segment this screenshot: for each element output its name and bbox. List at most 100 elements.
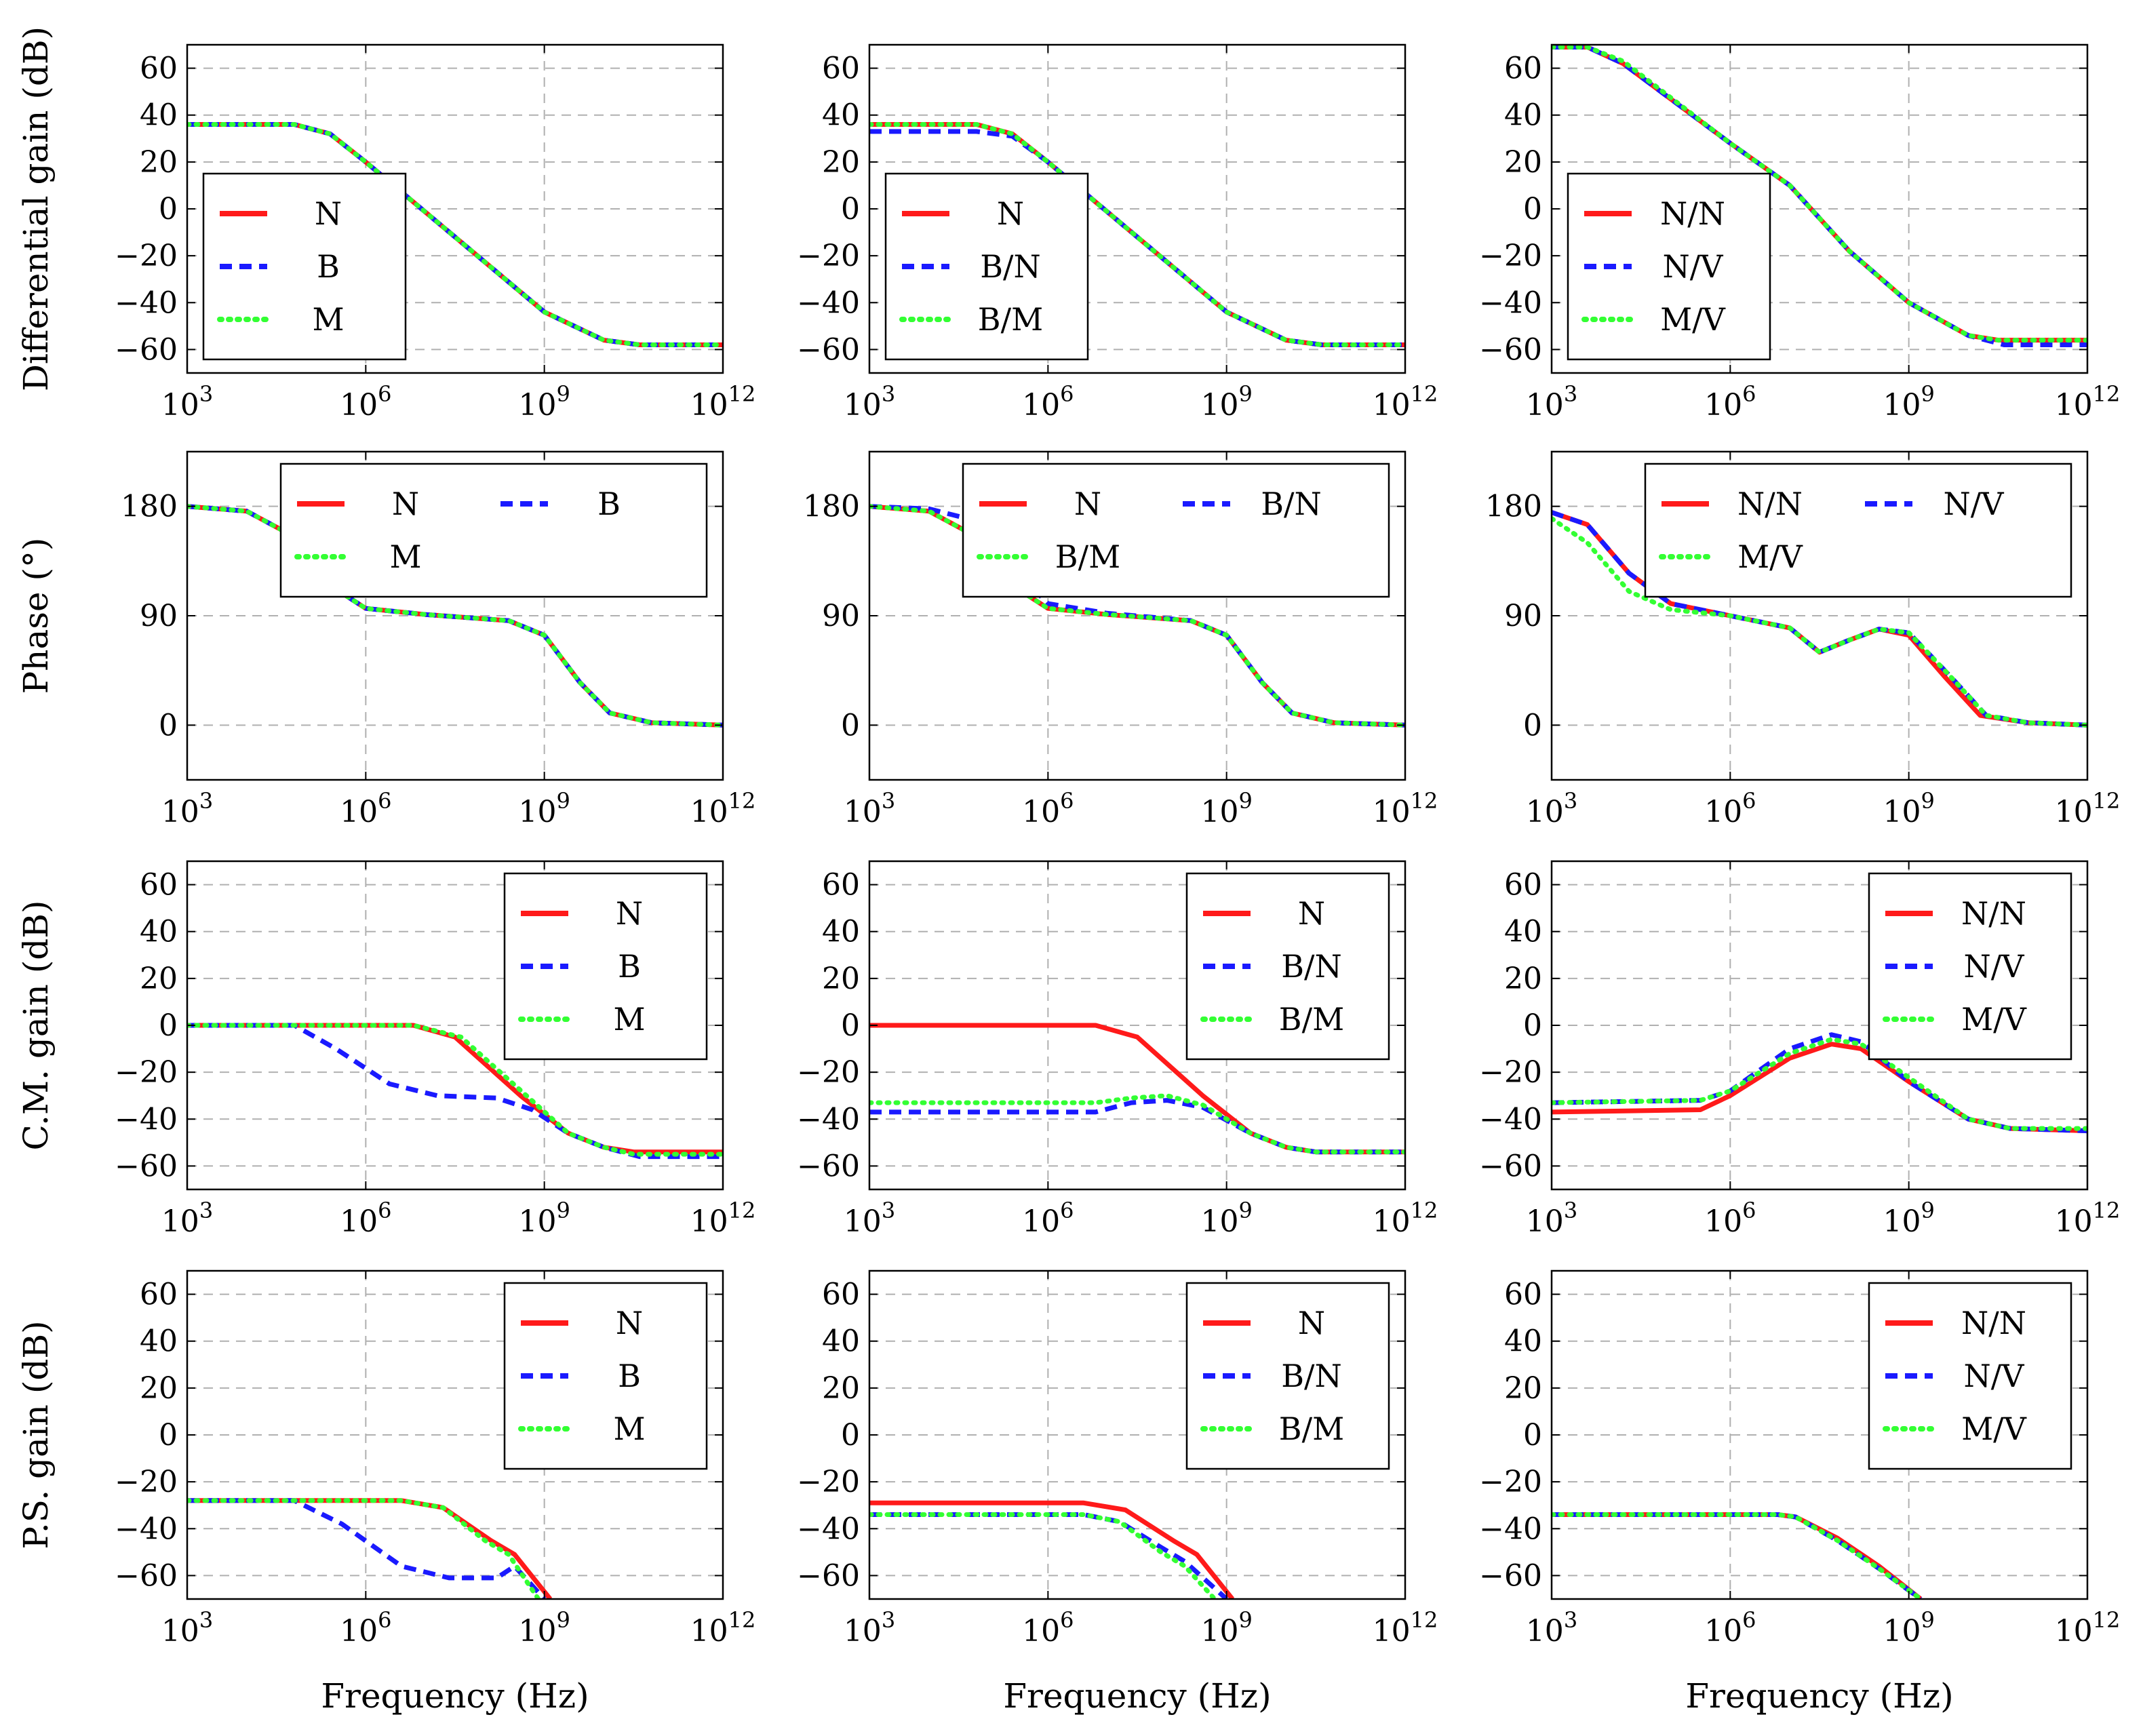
y-tick-label: −20	[797, 1465, 860, 1499]
chart-phase-2: 0 90 180 103 106 109 1012 N B/N B/M	[803, 450, 1438, 829]
x-tick-label: 1012	[1373, 381, 1438, 422]
series-line-M	[187, 1498, 541, 1599]
chart-cm-1: −60 −40 −20 0 20 40 60 103 106 109 1012 C.M. gain (…	[16, 860, 755, 1239]
y-tick-label: 0	[1523, 192, 1542, 226]
legend: N B/N B/M	[884, 172, 1089, 361]
y-tick-label: 20	[822, 1371, 860, 1406]
x-tick-label: 106	[340, 1607, 391, 1649]
y-axis-label: Phase (°)	[16, 538, 56, 694]
x-tick-label: 103	[844, 1607, 895, 1649]
x-tick-label: 1012	[2055, 1607, 2121, 1649]
legend-label: B/N	[980, 248, 1041, 285]
legend-label: M	[312, 301, 344, 338]
y-tick-label: 40	[822, 98, 860, 133]
y-tick-label: −60	[115, 332, 178, 367]
x-tick-label: 1012	[1373, 1607, 1438, 1649]
x-tick-label: 106	[340, 788, 391, 829]
legend-box	[1567, 172, 1771, 361]
y-tick-label: −60	[1479, 332, 1542, 367]
series-line-N	[187, 1498, 553, 1599]
legend: N B M	[279, 462, 708, 598]
y-tick-label: −20	[797, 1055, 860, 1090]
y-tick-label: 60	[822, 52, 860, 86]
chart-ps-2: −60 −40 −20 0 20 40 60 103 106 109 1012 Frequency (…	[797, 1269, 1438, 1716]
y-tick-label: 0	[159, 192, 178, 226]
legend-box	[503, 872, 708, 1061]
y-tick-label: 20	[140, 1371, 178, 1406]
y-tick-label: 180	[121, 490, 178, 524]
chart-gain-2: −60 −40 −20 0 20 40 60 103 106 109 1012 N B/N B/M	[797, 43, 1438, 422]
y-tick-label: 40	[1504, 1324, 1542, 1359]
legend: N/N N/V M/V	[1868, 872, 2072, 1061]
y-tick-label: 0	[159, 1418, 178, 1453]
legend-label: M/V	[1660, 301, 1726, 338]
legend-label: N	[1074, 486, 1101, 522]
y-tick-label: −40	[797, 1102, 860, 1137]
y-tick-label: 20	[140, 145, 178, 180]
legend-box	[1644, 462, 2072, 598]
x-tick-label: 106	[1704, 1198, 1756, 1239]
x-axis-label: Frequency (Hz)	[321, 1676, 589, 1716]
y-tick-label: 40	[140, 1324, 178, 1359]
legend-box	[503, 1282, 708, 1470]
y-tick-label: −40	[115, 1512, 178, 1546]
y-tick-label: 0	[1523, 1008, 1542, 1043]
x-tick-label: 103	[1526, 381, 1577, 422]
x-tick-label: 103	[844, 788, 895, 829]
y-tick-label: −60	[1479, 1558, 1542, 1593]
y-tick-label: −40	[797, 285, 860, 320]
x-tick-label: 106	[1704, 1607, 1756, 1649]
y-tick-label: 40	[140, 98, 178, 133]
y-tick-label: −20	[115, 1465, 178, 1499]
x-tick-label: 1012	[690, 381, 756, 422]
y-tick-label: 40	[1504, 98, 1542, 133]
y-tick-label: 60	[1504, 1278, 1542, 1312]
x-tick-label: 103	[844, 381, 895, 422]
x-tick-label: 109	[1200, 381, 1252, 422]
x-tick-label: 109	[1883, 381, 1934, 422]
x-tick-label: 109	[518, 1198, 570, 1239]
y-axis-label: Differential gain (dB)	[16, 26, 56, 391]
x-tick-label: 1012	[2055, 1198, 2121, 1239]
legend-label: N	[392, 486, 419, 522]
legend: N/N N/V M/V	[1644, 462, 2072, 598]
y-tick-label: −20	[1479, 1055, 1542, 1090]
legend-box	[1868, 1282, 2072, 1470]
chart-gain-3: −60 −40 −20 0 20 40 60 103 106 109 1012 N/N N/V M/V	[1479, 43, 2121, 422]
y-tick-label: −60	[797, 1558, 860, 1593]
y-tick-label: 60	[140, 1278, 178, 1312]
y-tick-label: −40	[1479, 1512, 1542, 1546]
y-tick-label: 0	[841, 1418, 860, 1453]
x-tick-label: 1012	[2055, 381, 2121, 422]
x-tick-label: 1012	[1373, 788, 1438, 829]
y-tick-label: −60	[115, 1149, 178, 1183]
y-tick-label: 40	[822, 915, 860, 949]
y-tick-label: −40	[1479, 285, 1542, 320]
x-tick-label: 106	[1022, 1198, 1074, 1239]
chart-phase-3: 0 90 180 103 106 109 1012 N/N N/V M/V	[1485, 450, 2121, 829]
series-line-B-N	[869, 1098, 1405, 1155]
x-tick-label: 103	[161, 788, 213, 829]
x-axis-label: Frequency (Hz)	[1003, 1676, 1271, 1716]
legend-label: N/N	[1660, 195, 1725, 232]
x-tick-label: 1012	[690, 788, 756, 829]
x-tick-label: 1012	[2055, 788, 2121, 829]
legend-label: N	[1298, 1305, 1325, 1341]
legend-box	[1185, 1282, 1390, 1470]
x-tick-label: 103	[161, 381, 213, 422]
y-tick-label: 60	[140, 52, 178, 86]
y-tick-label: −20	[115, 239, 178, 273]
x-tick-label: 106	[1704, 788, 1756, 829]
y-tick-label: 0	[841, 1008, 860, 1043]
y-tick-label: 90	[140, 599, 178, 633]
y-tick-label: −60	[797, 1149, 860, 1183]
y-tick-label: 0	[159, 1008, 178, 1043]
legend-label: B/M	[978, 301, 1043, 338]
legend: N B/N B/M	[962, 462, 1390, 598]
legend-label: B	[317, 248, 340, 285]
legend: N/N N/V M/V	[1868, 1282, 2072, 1470]
y-tick-label: 0	[1523, 1418, 1542, 1453]
x-tick-label: 109	[518, 788, 570, 829]
legend-label: B/N	[1281, 1358, 1342, 1394]
